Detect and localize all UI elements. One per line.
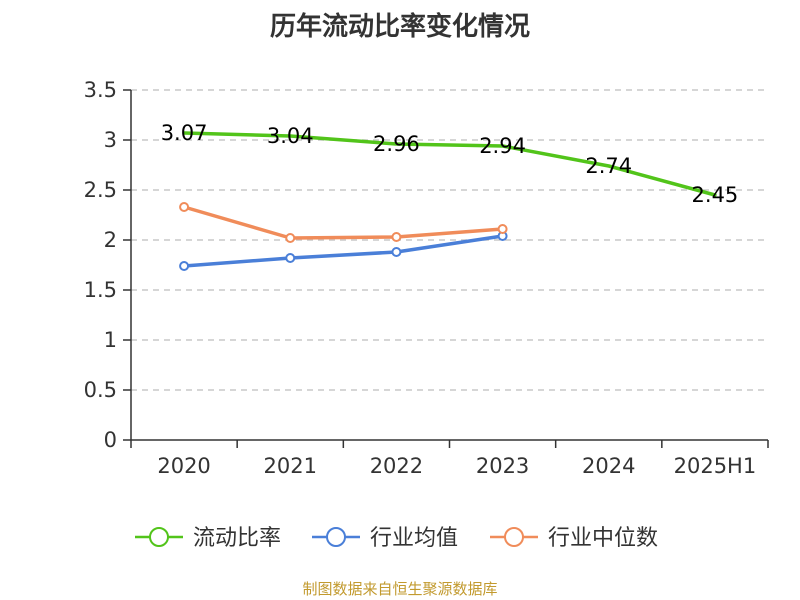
data-point [179,261,190,271]
x-tick-label: 2022 [370,454,423,478]
data-point [497,224,508,234]
data-label: 2.94 [479,134,526,158]
data-point [285,233,296,243]
legend-item-1[interactable]: 行业均值 [312,526,458,551]
x-tick-label: 2021 [264,454,317,478]
legend-label: 流动比率 [193,526,281,551]
data-point [391,247,402,257]
legend-swatch-marker [149,527,169,547]
legend-item-0[interactable]: 流动比率 [135,526,281,551]
y-tick-label: 2 [104,228,117,252]
data-label: 2.96 [373,132,420,156]
y-tick-label: 1.5 [84,278,117,302]
y-tick-label: 3.5 [84,78,117,102]
y-tick-label: 2.5 [84,178,117,202]
y-tick-label: 0 [104,428,117,452]
legend-swatch-marker [326,527,346,547]
data-source-note: 制图数据来自恒生聚源数据库 [302,580,498,598]
data-point [285,253,296,263]
data-labels: 3.07 3.04 2.96 2.94 2.74 2.45 [161,121,739,207]
series-line-0 [182,131,717,197]
legend[interactable]: 流动比率 行业均值 行业中位数 [135,526,658,551]
series-lines [179,131,717,271]
legend-label: 行业中位数 [548,526,658,551]
data-point [179,202,190,212]
series-line-2 [182,205,505,240]
grid-lines [131,89,768,391]
data-label: 3.07 [161,121,208,145]
chart-title: 历年流动比率变化情况 [269,12,530,42]
legend-item-2[interactable]: 行业中位数 [490,526,658,551]
y-tick-label: 1 [104,328,117,352]
legend-label: 行业均值 [370,526,458,551]
x-tick-label: 2024 [582,454,635,478]
data-label: 2.45 [692,183,739,207]
data-point [391,232,402,242]
axes: 0 0.5 1 1.5 2 2.5 3 3.5 2020 2021 2022 2023 2024 2025… [84,78,769,478]
data-label: 2.74 [585,154,632,178]
data-label: 3.04 [267,124,314,148]
series-line-1 [182,234,505,268]
y-tick-label: 3 [104,128,117,152]
x-tick-label: 2023 [476,454,529,478]
x-tick-label: 2025H1 [674,454,757,478]
y-tick-label: 0.5 [84,378,117,402]
x-tick-label: 2020 [157,454,210,478]
legend-swatch-marker [504,527,524,547]
